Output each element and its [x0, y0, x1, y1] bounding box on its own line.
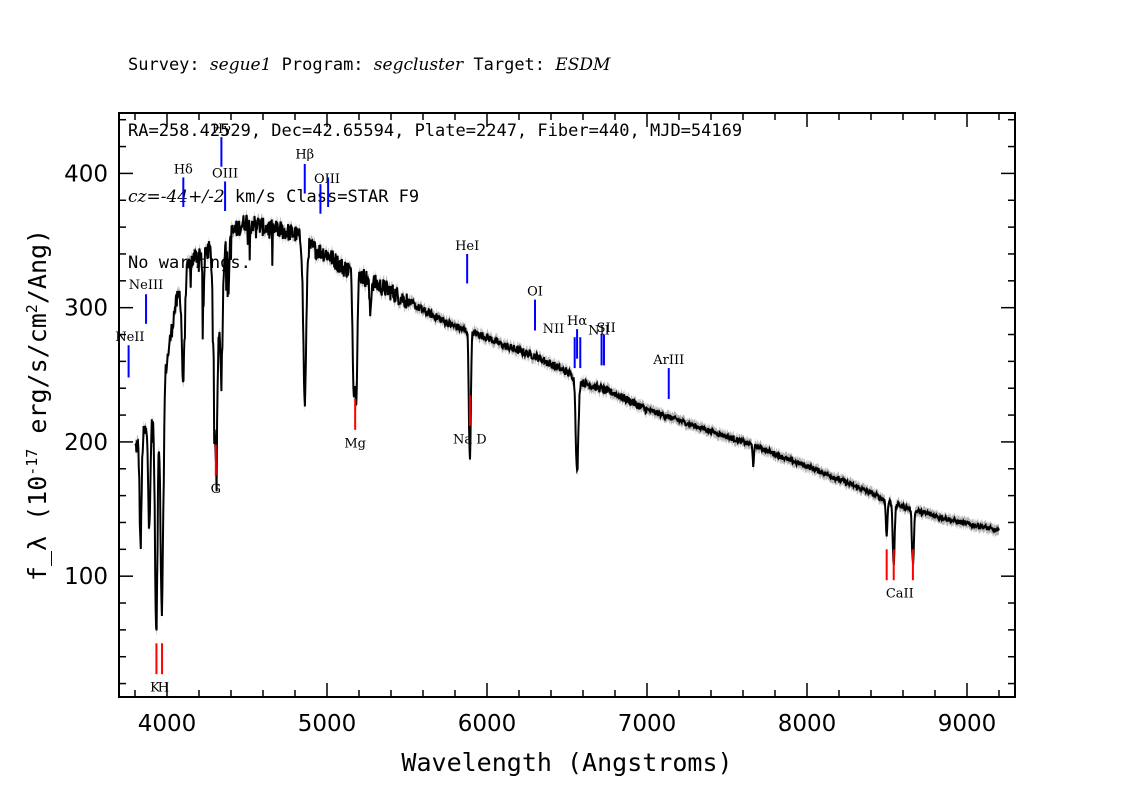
- error-band-area: [135, 209, 999, 636]
- x-tick-label: 5000: [298, 711, 357, 737]
- x-axis-title: Wavelength (Angstroms): [401, 748, 732, 777]
- cz-value: -44+/-2: [160, 187, 225, 207]
- x-tick-label: 4000: [138, 711, 197, 737]
- error-band: [135, 209, 999, 636]
- y-tick-label: 200: [64, 430, 108, 456]
- line-marker-label: OI: [527, 285, 543, 300]
- line-marker-label: Hδ: [174, 162, 193, 177]
- spectrum-series: [134, 214, 1000, 631]
- line-marker-label: Hβ: [295, 148, 314, 163]
- program-label: Program:: [281, 55, 364, 75]
- y-tick-label: 400: [64, 161, 108, 187]
- header-line-1: Survey: segue1 Program: segcluster Targe…: [128, 54, 742, 76]
- y-tick-label: 300: [64, 296, 108, 322]
- x-tick-label: 9000: [938, 711, 997, 737]
- cz-unit-class: km/s Class=STAR F9: [234, 187, 420, 207]
- y-axis-title: f_λ (10-17 erg/s/cm2/Ang): [23, 229, 52, 581]
- line-marker-label: G: [211, 482, 221, 497]
- line-marker-label: SII: [597, 321, 616, 336]
- spectrum-header: Survey: segue1 Program: segcluster Targe…: [128, 10, 742, 296]
- x-tick-label: 6000: [458, 711, 517, 737]
- spectrum-line: [134, 214, 1000, 631]
- program-value: segcluster: [373, 55, 464, 75]
- cz-label: cz=: [128, 187, 161, 207]
- line-marker-label: OIII: [314, 172, 340, 187]
- line-marker-label: HeI: [455, 239, 479, 254]
- survey-label: Survey:: [128, 55, 200, 75]
- line-marker-label: K: [150, 681, 160, 696]
- line-markers: NeIINeIIIHδHγOIIIHβOIIIHeIOINIIHαNIISIIA…: [115, 122, 914, 696]
- line-marker-label: NII: [543, 322, 565, 337]
- survey-value: segue1: [209, 55, 272, 75]
- line-marker-label: OIII: [212, 166, 238, 181]
- target-label: Target:: [473, 55, 546, 75]
- y-tick-label: 100: [64, 564, 108, 590]
- line-marker-label: Hα: [567, 314, 587, 329]
- line-marker-label: Hγ: [212, 122, 231, 137]
- header-line-3: cz=-44+/-2 km/s Class=STAR F9: [128, 186, 742, 208]
- axis-ticks: [119, 113, 1015, 697]
- target-value: ESDM: [555, 55, 611, 75]
- line-marker-label: Mg: [344, 436, 366, 451]
- header-line-2: RA=258.42529, Dec=42.65594, Plate=2247, …: [128, 121, 743, 141]
- plot-frame: [118, 112, 1016, 698]
- tick-labels: 4000 5000 6000 7000 8000 9000 100 200 300 400: [64, 161, 996, 737]
- line-marker-label: CaII: [886, 587, 914, 602]
- x-tick-label: 8000: [778, 711, 837, 737]
- line-marker-label: ArIII: [652, 353, 684, 368]
- x-tick-label: 7000: [618, 711, 677, 737]
- line-marker-label: H: [158, 681, 169, 696]
- line-marker-label: Na D: [453, 432, 487, 447]
- line-marker-label: NeIII: [129, 278, 163, 293]
